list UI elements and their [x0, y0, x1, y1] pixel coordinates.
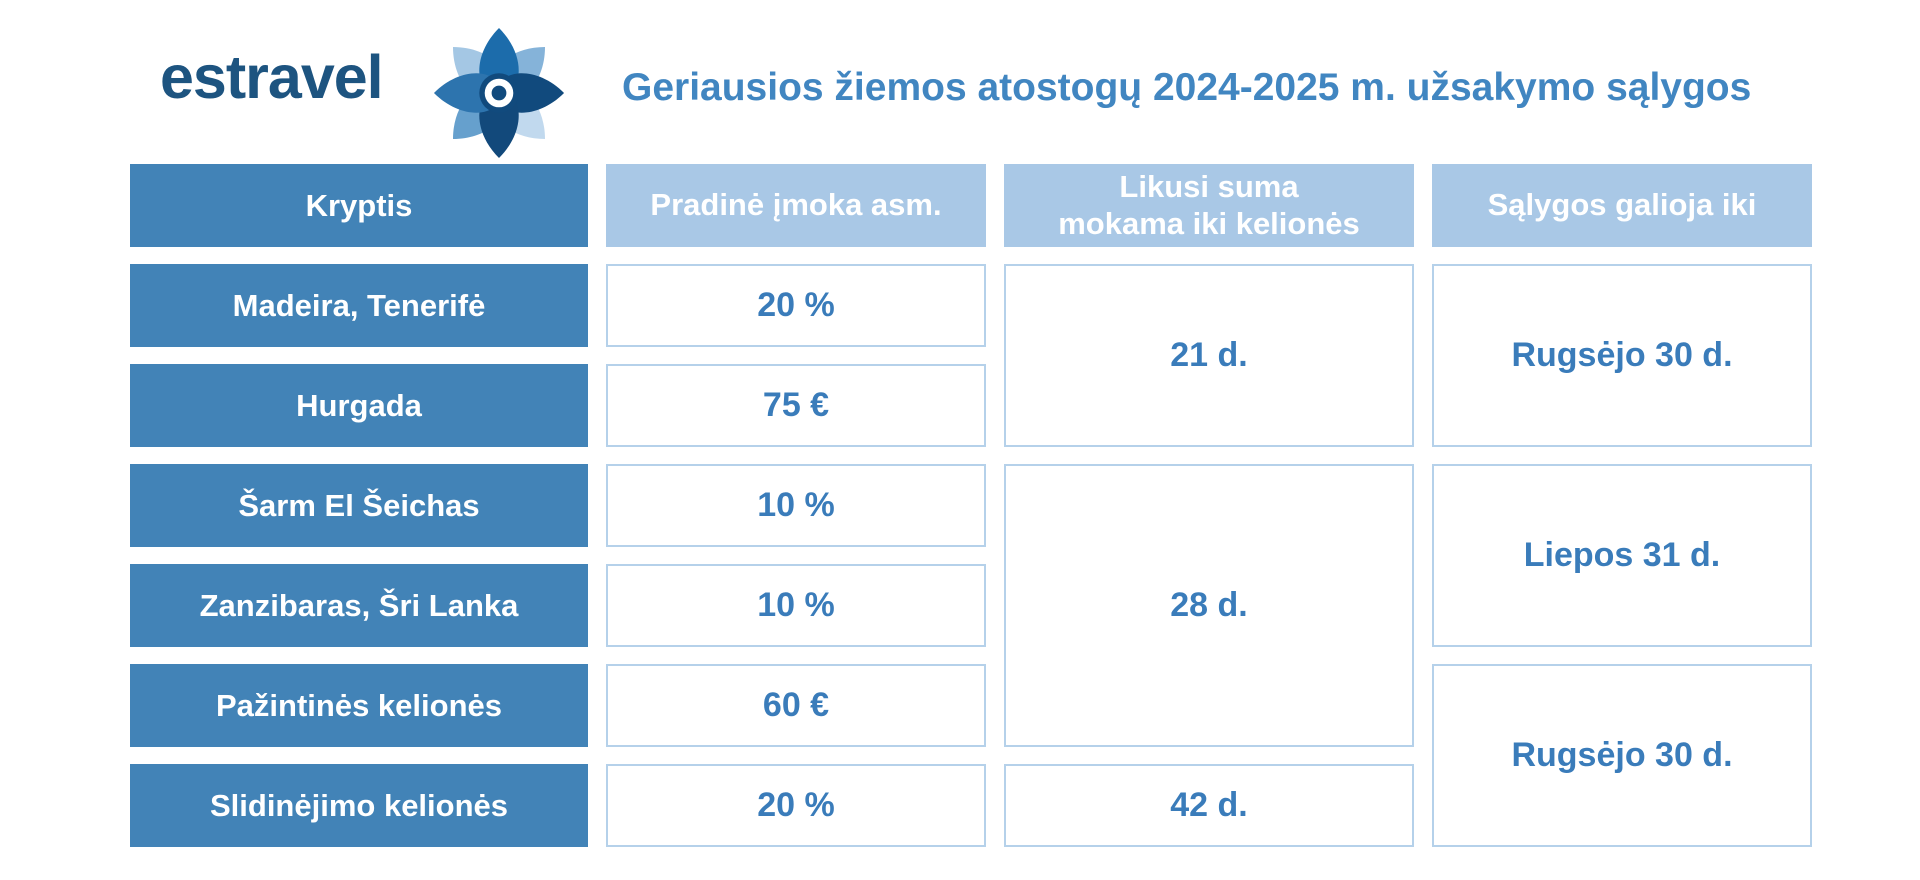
- column-header-pradine-imoka: Pradinė įmoka asm.: [606, 164, 986, 247]
- remaining-sum-cell-28d: 28 d.: [1004, 464, 1414, 747]
- row-label-zanzibaras-sri-lanka: Zanzibaras, Šri Lanka: [130, 564, 588, 647]
- remaining-sum-cell-42d: 42 d.: [1004, 764, 1414, 847]
- valid-until-cell-liepos-31: Liepos 31 d.: [1432, 464, 1812, 647]
- column-header-kryptis: Kryptis: [130, 164, 588, 247]
- estravel-logo-text: estravel: [160, 43, 384, 111]
- page-title: Geriausios žiemos atostogų 2024-2025 m. …: [622, 66, 1752, 109]
- deposit-cell-slidinejimo-keliones: 20 %: [606, 764, 986, 847]
- column-header-likusi-suma-line1: Likusi suma: [1119, 168, 1299, 204]
- deposit-cell-pazintines-keliones: 60 €: [606, 664, 986, 747]
- row-label-sarm-el-seichas: Šarm El Šeichas: [130, 464, 588, 547]
- deposit-cell-sarm-el-seichas: 10 %: [606, 464, 986, 547]
- estravel-flower-icon: [433, 27, 565, 159]
- row-label-hurgada: Hurgada: [130, 364, 588, 447]
- valid-until-cell-rugsejo-30-top: Rugsėjo 30 d.: [1432, 264, 1812, 447]
- row-label-madeira-tenerife: Madeira, Tenerifė: [130, 264, 588, 347]
- row-label-slidinejimo-keliones: Slidinėjimo kelionės: [130, 764, 588, 847]
- deposit-cell-hurgada: 75 €: [606, 364, 986, 447]
- valid-until-cell-rugsejo-30-bottom: Rugsėjo 30 d.: [1432, 664, 1812, 847]
- remaining-sum-cell-21d: 21 d.: [1004, 264, 1414, 447]
- booking-conditions-table: Kryptis Pradinė įmoka asm. Likusi suma m…: [130, 164, 1812, 847]
- column-header-likusi-suma-line2: mokama iki kelionės: [1058, 205, 1360, 241]
- column-header-salygos-galioja: Sąlygos galioja iki: [1432, 164, 1812, 247]
- deposit-cell-madeira-tenerife: 20 %: [606, 264, 986, 347]
- column-header-likusi-suma: Likusi suma mokama iki kelionės: [1004, 164, 1414, 247]
- deposit-cell-zanzibaras-sri-lanka: 10 %: [606, 564, 986, 647]
- row-label-pazintines-keliones: Pažintinės kelionės: [130, 664, 588, 747]
